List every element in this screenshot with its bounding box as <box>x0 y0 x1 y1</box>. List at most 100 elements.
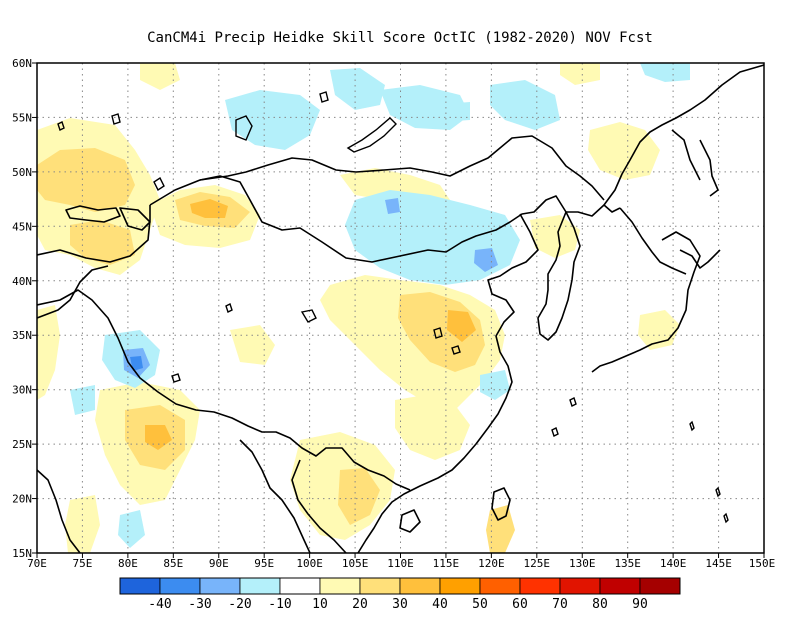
border-line <box>37 265 109 319</box>
x-tick-label: 145E <box>705 557 732 570</box>
lake-outline <box>451 345 461 355</box>
colorbar-label: 90 <box>632 597 648 612</box>
x-tick-label: 140E <box>660 557 687 570</box>
x-tick-label: 95E <box>254 557 274 570</box>
colorbar-swatches <box>119 577 681 595</box>
coastline <box>619 207 687 275</box>
x-axis-labels: 70E 75E 80E 85E 90E 95E 100E 105E 110E 1… <box>27 557 775 570</box>
colorbar-swatch <box>319 577 361 595</box>
coastline <box>537 211 581 341</box>
skill-patch <box>70 220 135 265</box>
map-plot-area <box>37 63 764 553</box>
border-line <box>199 135 605 201</box>
map-title: CanCM4i Precip Heidke Skill Score OctIC … <box>147 30 653 46</box>
skill-patch <box>640 63 690 82</box>
colorbar-swatch <box>479 577 521 595</box>
colorbar-swatch <box>359 577 401 595</box>
coastline <box>591 231 701 373</box>
lake-outline <box>715 486 721 498</box>
colorbar-swatch <box>559 577 601 595</box>
lake-outline <box>433 327 443 339</box>
coastline <box>699 139 719 197</box>
small-lakes-and-islands <box>57 91 729 524</box>
x-tick-label: 150E <box>749 557 776 570</box>
lake-outline <box>171 373 181 383</box>
x-tick-label: 110E <box>387 557 414 570</box>
y-tick-label: 30N <box>12 384 32 397</box>
colorbar-swatch <box>239 577 281 595</box>
x-tick-label: 100E <box>296 557 323 570</box>
colorbar-swatch <box>599 577 641 595</box>
colorbar-label: 70 <box>552 597 568 612</box>
colorbar-label: -30 <box>188 597 211 612</box>
colorbar-swatch <box>119 577 161 595</box>
x-tick-label: 120E <box>478 557 505 570</box>
y-tick-label: 60N <box>12 57 32 70</box>
colorbar-swatch <box>639 577 681 595</box>
skill-patch <box>140 63 180 90</box>
skill-patch <box>70 385 95 415</box>
skill-patch <box>486 505 515 553</box>
lake-outline <box>235 115 253 141</box>
skill-patch <box>118 510 145 548</box>
skill-patch <box>530 215 580 258</box>
colorbar-swatch <box>279 577 321 595</box>
colorbar-frame <box>119 577 681 595</box>
colorbar-swatch <box>199 577 241 595</box>
skill-patch <box>480 370 510 400</box>
x-tick-label: 80E <box>118 557 138 570</box>
positive-skill-patches <box>37 63 680 553</box>
x-tick-label: 130E <box>569 557 596 570</box>
y-tick-label: 50N <box>12 166 32 179</box>
coastline-and-border-lines <box>37 64 764 553</box>
coastline <box>119 207 151 231</box>
x-tick-label: 70E <box>27 557 47 570</box>
x-tick-label: 90E <box>209 557 229 570</box>
border-line <box>37 289 411 491</box>
y-axis-labels: 15N 20N 25N 30N 35N 40N 45N 50N 55N 60N <box>12 57 32 560</box>
x-tick-label: 125E <box>524 557 551 570</box>
skill-patch <box>588 122 660 180</box>
skill-patch <box>338 468 380 525</box>
coastline <box>603 64 764 206</box>
skill-patch <box>474 248 498 272</box>
skill-patch <box>638 310 680 350</box>
border-line <box>291 459 347 553</box>
coastline <box>37 469 81 553</box>
colorbar-label: -40 <box>148 597 171 612</box>
skill-patch <box>145 425 172 450</box>
x-tick-label: 85E <box>163 557 183 570</box>
lake-outline <box>57 121 65 131</box>
coastline <box>357 213 539 553</box>
x-axis-tick-marks <box>36 553 765 558</box>
skill-patch <box>395 395 470 460</box>
x-tick-label: 135E <box>614 557 641 570</box>
y-tick-label: 20N <box>12 493 32 506</box>
lake-outline <box>300 309 317 323</box>
graticule-grid <box>37 63 764 553</box>
skill-patch <box>560 63 600 85</box>
lake-outline <box>346 117 397 153</box>
lake-outline <box>153 176 165 192</box>
coastline <box>65 205 121 223</box>
colorbar-label: 10 <box>312 597 328 612</box>
colorbar-labels: -40 -30 -20 -10 10 20 30 40 50 60 70 80 … <box>148 597 648 612</box>
lake-outline <box>551 427 559 437</box>
y-tick-label: 25N <box>12 438 32 451</box>
lake-outline <box>319 91 329 103</box>
lake-outline <box>569 397 577 407</box>
y-tick-label: 55N <box>12 111 32 124</box>
lake-outline <box>225 303 233 313</box>
x-tick-label: 105E <box>342 557 369 570</box>
coastline <box>239 439 311 553</box>
colorbar-label: 20 <box>352 597 368 612</box>
x-tick-label: 115E <box>433 557 460 570</box>
lake-outline <box>689 420 695 432</box>
colorbar-label: 60 <box>512 597 528 612</box>
colorbar-label: 40 <box>432 597 448 612</box>
skill-patch <box>190 199 228 218</box>
skill-patch <box>37 148 135 212</box>
coastline <box>671 129 701 181</box>
skill-patch <box>37 305 60 400</box>
